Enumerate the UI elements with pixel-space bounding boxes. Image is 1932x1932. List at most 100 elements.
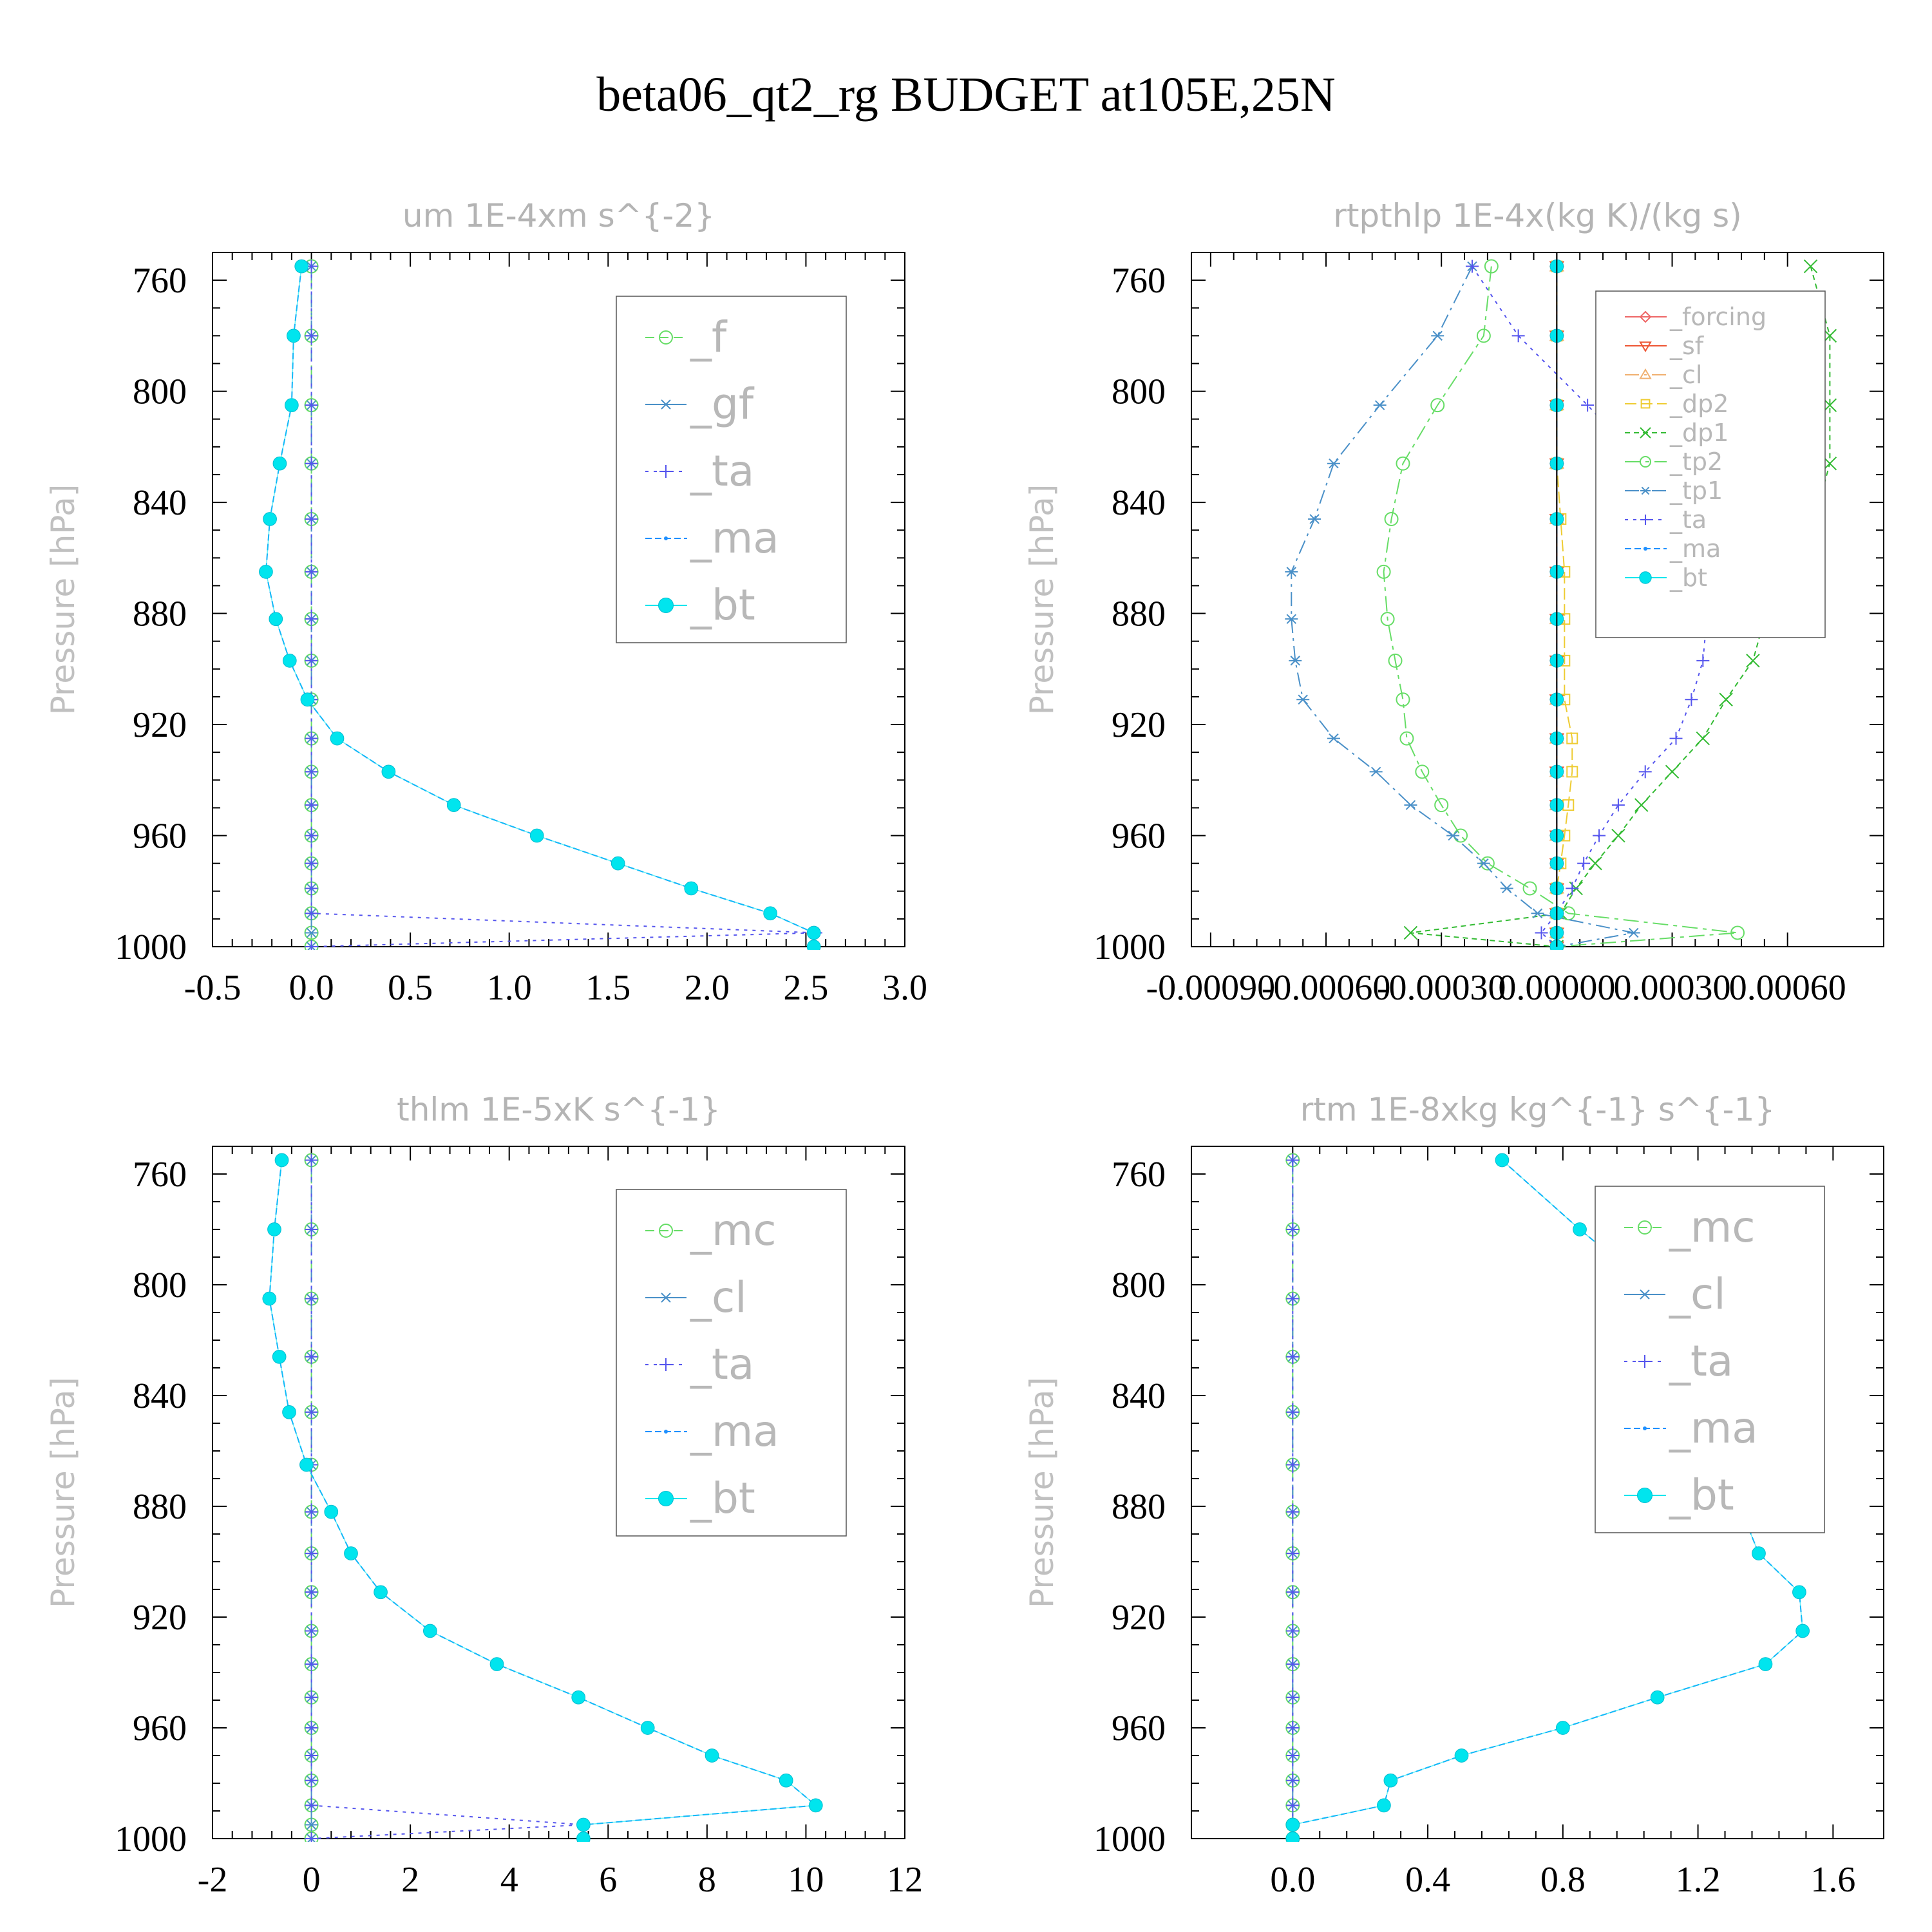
legend-label: _bt — [1669, 564, 1707, 592]
data-point-bt — [1758, 1657, 1773, 1671]
data-point-ta — [1669, 732, 1683, 745]
data-point-tp1 — [1531, 908, 1544, 918]
series-line-tp2 — [1383, 266, 1738, 947]
data-point-bt — [808, 1798, 823, 1813]
data-point-bt — [1454, 1748, 1469, 1763]
legend-label: _forcing — [1669, 303, 1766, 331]
y-tick-label: 760 — [133, 1155, 187, 1195]
y-tick-label: 960 — [1112, 1709, 1166, 1748]
data-point-ta — [305, 1774, 318, 1787]
x-tick-label: 0.0 — [289, 968, 334, 1008]
legend-item-ta: _ta — [1624, 1336, 1733, 1386]
legend: _mc _cl _ta _ma _bt — [1595, 1186, 1825, 1533]
data-point-ta — [1286, 1458, 1300, 1472]
x-tick-label: 0.00030 — [1614, 968, 1731, 1008]
data-point-ta — [305, 1658, 318, 1671]
y-tick-label: 1000 — [1094, 927, 1166, 967]
data-point-bt — [267, 1222, 281, 1236]
series-line-ta — [310, 1160, 583, 1839]
y-tick-label: 760 — [1112, 261, 1166, 301]
data-point-ta — [1286, 1547, 1300, 1560]
x-tick-label: 6 — [599, 1860, 617, 1900]
data-point-tp2 — [1396, 692, 1410, 707]
legend: _mc _cl _ta _ma _bt — [616, 1189, 847, 1537]
data-point-ta — [1286, 1350, 1300, 1363]
x-tick-label: 1.2 — [1676, 1860, 1721, 1900]
legend-label: _f — [690, 312, 728, 362]
data-point-ta — [1286, 1749, 1300, 1762]
legend-label: _ta — [1669, 1336, 1733, 1386]
legend-item-cl: _cl — [645, 1273, 747, 1322]
data-point-bt — [1383, 1773, 1398, 1788]
legend-label: _ma — [1669, 1403, 1758, 1453]
data-point-bt — [282, 1405, 296, 1419]
y-tick-label: 760 — [133, 261, 187, 301]
data-point-cl — [305, 1819, 318, 1830]
x-tick-label: 2.5 — [783, 968, 828, 1008]
series-group — [259, 259, 822, 950]
data-point-dp1 — [1588, 856, 1602, 871]
data-point-ta — [305, 1505, 318, 1519]
data-point-tp1 — [1308, 514, 1321, 524]
data-point-bt — [1377, 1798, 1391, 1813]
data-point-ta — [305, 1749, 318, 1762]
x-tick-label: 12 — [887, 1860, 923, 1900]
data-point-ta — [305, 907, 318, 920]
data-point-tp1 — [1285, 614, 1298, 624]
x-tick-label: -0.00060 — [1262, 968, 1391, 1008]
legend-label: _ta — [1669, 506, 1707, 534]
data-point-ta — [305, 1721, 318, 1734]
chart-panel-1: um 1E-4xm s^{-2} Pressure [hPa] 760 800 840 8… — [44, 197, 927, 1008]
y-tick-label: 920 — [133, 1598, 187, 1638]
legend-item-bt: _bt — [645, 1473, 755, 1523]
legend-label: _mc — [690, 1206, 777, 1255]
data-point-bt — [300, 692, 315, 707]
legend-item-ma: _ma — [1625, 535, 1721, 563]
data-point-ta — [305, 329, 318, 343]
data-point-ta — [1465, 260, 1479, 273]
legend-label: _ma — [1669, 535, 1721, 563]
y-tick-label: 840 — [133, 483, 187, 523]
data-point-bt — [285, 398, 299, 413]
legend-label: _tp1 — [1669, 477, 1723, 505]
data-point-ta — [305, 612, 318, 626]
x-tick-label: 1.6 — [1810, 1860, 1855, 1900]
y-tick-label: 800 — [1112, 372, 1166, 412]
data-point-ta — [305, 1690, 318, 1704]
data-point-bt — [423, 1624, 437, 1638]
data-point-ta — [1286, 1405, 1300, 1419]
legend-label: _cl — [1669, 1269, 1726, 1319]
y-tick-label: 960 — [1112, 817, 1166, 857]
data-point-tp1 — [1327, 459, 1340, 469]
legend-item-ma: _ma — [1624, 1403, 1758, 1453]
y-tick-label: 920 — [133, 705, 187, 745]
y-axis-label: Pressure [hPa] — [44, 1377, 82, 1608]
legend-item-tp2: _tp2 — [1625, 448, 1723, 476]
y-tick-label: 800 — [133, 372, 187, 412]
data-point-bt — [1792, 1585, 1806, 1600]
x-tick-label: 0.00060 — [1729, 968, 1846, 1008]
y-tick-label: 880 — [1112, 1487, 1166, 1527]
data-point-ta — [1638, 765, 1652, 779]
legend-label: _sf — [1669, 332, 1705, 360]
data-point-ta — [1685, 693, 1698, 706]
legend-label: _bt — [1669, 1470, 1734, 1520]
data-point-bt — [324, 1504, 339, 1519]
legend-item-ma: _ma — [645, 513, 779, 563]
data-point-dp1 — [1403, 925, 1418, 940]
data-point-tp1 — [1500, 883, 1513, 894]
y-tick-label: 920 — [1112, 1598, 1166, 1638]
y-tick-label: 840 — [133, 1376, 187, 1416]
x-tick-label: -2 — [198, 1860, 228, 1900]
panel-title: thlm 1E-5xK s^{-1} — [397, 1091, 721, 1128]
data-point-tp1 — [1369, 766, 1383, 777]
data-point-bt — [640, 1721, 655, 1735]
data-point-bt — [1285, 1832, 1300, 1842]
data-point-ta — [305, 1624, 318, 1638]
data-point-tp1 — [1327, 733, 1340, 744]
series-line-dp2 — [1556, 266, 1573, 947]
data-point-ta — [305, 829, 318, 842]
legend-item-bt: _bt — [645, 580, 755, 630]
series-line-dp1 — [1410, 266, 1831, 947]
